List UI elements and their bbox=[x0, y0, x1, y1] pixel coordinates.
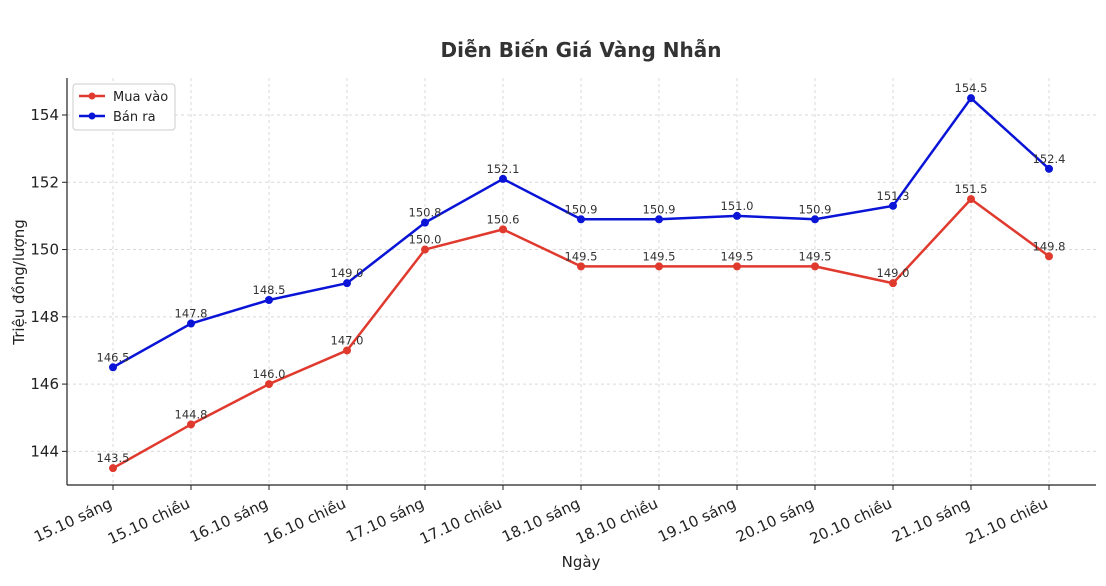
data-point bbox=[889, 201, 897, 210]
data-label: 152.1 bbox=[487, 162, 520, 176]
data-label: 151.3 bbox=[877, 189, 910, 203]
data-point bbox=[1045, 252, 1053, 261]
data-label: 149.5 bbox=[643, 249, 676, 263]
legend-label: Bán ra bbox=[113, 110, 156, 125]
data-label: 148.5 bbox=[253, 283, 286, 297]
data-point bbox=[655, 215, 663, 224]
legend: Mua vào Bán ra bbox=[72, 83, 176, 131]
series-ban-ra bbox=[109, 94, 1053, 372]
data-label: 150.9 bbox=[565, 202, 598, 216]
data-point bbox=[109, 464, 117, 473]
data-point bbox=[421, 218, 429, 227]
data-label: 149.8 bbox=[1033, 239, 1066, 253]
data-label: 151.0 bbox=[721, 199, 754, 213]
data-point bbox=[889, 279, 897, 288]
data-point bbox=[577, 262, 585, 271]
y-tick-label: 144 bbox=[30, 442, 59, 460]
y-tick-label: 154 bbox=[30, 106, 59, 124]
y-tick-label: 152 bbox=[30, 173, 59, 191]
data-point bbox=[1045, 164, 1053, 173]
y-tick-label: 148 bbox=[30, 308, 59, 326]
data-point bbox=[421, 245, 429, 254]
series-mua-vao bbox=[109, 195, 1053, 473]
data-label: 149.0 bbox=[331, 266, 364, 280]
data-point bbox=[499, 225, 507, 234]
data-label: 150.9 bbox=[799, 202, 832, 216]
x-tick-label: 21.10 chiều bbox=[963, 494, 1051, 548]
data-point bbox=[655, 262, 663, 271]
data-point bbox=[343, 279, 351, 288]
data-point bbox=[499, 174, 507, 183]
data-label: 144.8 bbox=[175, 407, 208, 421]
data-label: 147.0 bbox=[331, 333, 364, 347]
data-point bbox=[811, 215, 819, 224]
data-label: 146.5 bbox=[97, 350, 130, 364]
data-point bbox=[967, 195, 975, 204]
data-label: 149.0 bbox=[877, 266, 910, 280]
data-label: 146.0 bbox=[253, 367, 286, 381]
data-point bbox=[265, 380, 273, 389]
x-tick-label: 16.10 chiều bbox=[261, 494, 349, 548]
data-label: 143.5 bbox=[97, 451, 130, 465]
x-axis-title: Ngày bbox=[562, 553, 601, 571]
x-tick-label: 16.10 sáng bbox=[187, 494, 271, 546]
data-label: 150.0 bbox=[409, 233, 442, 247]
data-point bbox=[811, 262, 819, 271]
chart-title: Diễn Biến Giá Vàng Nhẫn bbox=[441, 38, 722, 62]
data-point bbox=[733, 262, 741, 271]
x-tick-label: 17.10 sáng bbox=[343, 494, 427, 546]
data-point bbox=[733, 211, 741, 220]
x-tick-label: 17.10 chiều bbox=[417, 494, 505, 548]
data-label: 152.4 bbox=[1033, 152, 1066, 166]
legend-swatch-marker bbox=[88, 112, 96, 120]
y-tick-label: 150 bbox=[30, 241, 59, 259]
data-label: 150.8 bbox=[409, 206, 442, 220]
data-label: 154.5 bbox=[955, 81, 988, 95]
data-label: 151.5 bbox=[955, 182, 988, 196]
x-tick-label: 18.10 chiều bbox=[573, 494, 661, 548]
x-tick-label: 15.10 sáng bbox=[31, 494, 115, 546]
x-tick-label: 18.10 sáng bbox=[499, 494, 583, 546]
data-labels: 143.5 144.8 146.0 147.0 150.0 150.6 149.5 149.5… bbox=[97, 81, 1066, 465]
x-tick-label: 19.10 sáng bbox=[655, 494, 739, 546]
data-label: 149.5 bbox=[799, 249, 832, 263]
data-point bbox=[187, 420, 195, 429]
data-point bbox=[187, 319, 195, 328]
data-label: 150.6 bbox=[487, 212, 520, 226]
data-point bbox=[109, 363, 117, 372]
legend-item: Bán ra bbox=[79, 110, 156, 125]
x-tick-label: 15.10 chiều bbox=[105, 494, 193, 548]
data-label: 149.5 bbox=[565, 249, 598, 263]
data-point bbox=[343, 346, 351, 355]
series-layer bbox=[109, 94, 1053, 473]
x-tick-label: 20.10 chiều bbox=[807, 494, 895, 548]
x-tick-label: 21.10 sáng bbox=[889, 494, 973, 546]
data-label: 147.8 bbox=[175, 307, 208, 321]
data-label: 149.5 bbox=[721, 249, 754, 263]
data-point bbox=[967, 94, 975, 103]
y-axis-title: Triệu đồng/lượng bbox=[10, 219, 28, 345]
y-tick-label: 146 bbox=[30, 375, 59, 393]
x-tick-label: 20.10 sáng bbox=[733, 494, 817, 546]
legend-swatch-marker bbox=[88, 92, 96, 100]
data-point bbox=[265, 296, 273, 304]
data-label: 150.9 bbox=[643, 202, 676, 216]
legend-item: Mua vào bbox=[79, 90, 168, 105]
legend-label: Mua vào bbox=[113, 90, 168, 105]
data-point bbox=[577, 215, 585, 224]
grid bbox=[67, 78, 1096, 485]
